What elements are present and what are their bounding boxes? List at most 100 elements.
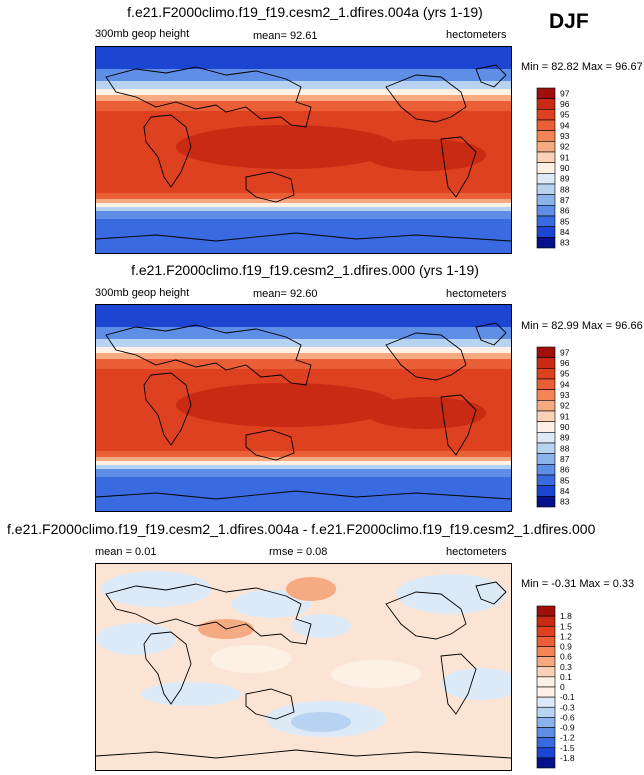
panel3-colorbar-label: 0.3 <box>560 662 572 672</box>
panel3-colorbar-box <box>536 636 556 647</box>
panel1-colorbar-box <box>536 109 556 121</box>
panel3-pos-region <box>286 577 336 601</box>
panel1-colorbar-box <box>536 119 556 131</box>
panel2-colorbar-label: 96 <box>560 358 570 368</box>
panel1-colorbar-box <box>536 215 556 227</box>
panel3-title: f.e21.F2000climo.f19_f19.cesm2_1.dfires.… <box>7 521 596 537</box>
panel1-colorbar-label: 91 <box>560 152 570 162</box>
panel3-australia-outline <box>245 688 295 720</box>
panel2-band <box>96 469 511 477</box>
panel3-mean: mean = 0.01 <box>95 546 157 558</box>
panel2-colorbar-box <box>536 368 556 380</box>
panel3-neg-region <box>96 623 176 655</box>
panel3-colorbar-label: 1.5 <box>560 621 572 631</box>
panel3-colorbar-box <box>536 605 556 617</box>
panel1-colorbar-box <box>536 226 556 238</box>
panel3-colorbar-box <box>536 646 556 657</box>
panel3-colorbar-label: 1.8 <box>560 611 572 621</box>
panel2-band <box>96 353 511 361</box>
panel1-colorbar-box <box>536 162 556 174</box>
panel3-antarctica-outline <box>96 749 511 759</box>
panel1-map-svg <box>96 47 511 253</box>
panel1-band <box>96 69 511 83</box>
panel1-band <box>96 89 511 97</box>
panel3-colorbar-label: -0.6 <box>560 712 575 722</box>
panel1-band <box>96 193 511 201</box>
panel1-colorbar-box <box>536 183 556 195</box>
panel3-map-svg <box>96 564 511 770</box>
panel2-mean: mean= 92.60 <box>253 288 318 300</box>
panel2-colorbar-box <box>536 346 556 358</box>
panel1-colorbar-label: 97 <box>560 88 570 98</box>
panel2-band <box>96 347 511 355</box>
panel3-greenland-outline <box>475 581 507 605</box>
panel3-colorbar: 1.81.51.20.90.60.30.10-0.1-0.3-0.6-0.9-1… <box>536 605 575 769</box>
panel1-band <box>96 207 511 213</box>
panel2-colorbar-label: 86 <box>560 465 570 475</box>
panel3-colorbar-label: 0.6 <box>560 652 572 662</box>
panel1-colorbar-label: 84 <box>560 227 570 237</box>
panel3-colorbar-box <box>536 727 556 738</box>
panel2-colorbar-box <box>536 496 556 508</box>
panel2-colorbar-label: 92 <box>560 401 570 411</box>
panel1-colorbar-box <box>536 237 556 249</box>
panel2-minmax: Min = 82.99 Max = 96.66 <box>521 320 643 332</box>
panel3-neg-region <box>291 614 351 638</box>
panel3-colorbar-box <box>536 747 556 759</box>
panel3-colorbar-label: 0.9 <box>560 642 572 652</box>
panel2-africa-outline <box>143 372 192 446</box>
panel1-colorbar-box <box>536 130 556 142</box>
panel1-northamerica-outline <box>385 74 467 123</box>
panel3-neg-region <box>441 668 511 700</box>
panel1-colorbar-label: 86 <box>560 206 570 216</box>
panel1-coastlines <box>96 64 511 242</box>
panel2-eurasia-outline <box>105 324 312 386</box>
panel1-title: f.e21.F2000climo.f19_f19.cesm2_1.dfires.… <box>127 4 483 20</box>
panel3-neutral-region <box>211 645 291 673</box>
panel2-band <box>96 461 511 467</box>
panel2-colorbar-box <box>536 389 556 401</box>
panel1-eurasia-outline <box>105 66 312 128</box>
panel3-neg-core <box>291 712 351 732</box>
panel1-colorbar-label: 88 <box>560 184 570 194</box>
panel3-colorbar-label: -0.9 <box>560 723 575 733</box>
panel2-colorbar-label: 93 <box>560 390 570 400</box>
panel3-neg-region <box>231 590 311 618</box>
panel1-minmax: Min = 82.82 Max = 96.67 <box>521 61 643 73</box>
panel3-minmax: Min = -0.31 Max = 0.33 <box>521 578 635 590</box>
panel3-colorbar-label: 0.1 <box>560 672 572 682</box>
panel3-neg-region <box>396 574 506 614</box>
panel1-colorbar-box <box>536 151 556 163</box>
panel2-colorbar-box <box>536 421 556 433</box>
panel2-warm-core <box>366 397 486 429</box>
panel1-colorbar-box <box>536 173 556 185</box>
panel1-greenland-outline <box>475 64 507 88</box>
panel3-colorbar-box <box>536 706 556 718</box>
panel2-colorbar-box <box>536 464 556 476</box>
panel2-map-svg <box>96 305 511 511</box>
panel3-africa-outline <box>143 631 192 705</box>
panel2-colorbar-box <box>536 474 556 486</box>
panel1-australia-outline <box>245 171 295 203</box>
panel2-colorbar-label: 95 <box>560 369 570 379</box>
season-label: DJF <box>549 10 589 33</box>
panel2-colorbar-box <box>536 432 556 444</box>
panel2-band <box>96 339 511 349</box>
panel2-colorbar-box <box>536 442 556 454</box>
panel2-australia-outline <box>245 429 295 461</box>
panel3-colorbar-box <box>536 717 556 728</box>
panel2-colorbar-box <box>536 378 556 390</box>
panel1-colorbar-box <box>536 87 556 99</box>
panel1-colorbar-label: 90 <box>560 163 570 173</box>
panel1-band <box>96 211 511 219</box>
panel2-antarctica-outline <box>96 490 511 500</box>
panel3-colorbar-box <box>536 666 556 678</box>
panel1-mean: mean= 92.61 <box>253 30 318 42</box>
panel2-colorbar-label: 85 <box>560 475 570 485</box>
panel3-rmse: rmse = 0.08 <box>269 546 328 558</box>
panel2-coastlines <box>96 322 511 500</box>
panel1-colorbar-label: 85 <box>560 216 570 226</box>
panel1-warm-core <box>366 139 486 171</box>
panel1-band-north <box>96 47 511 69</box>
panel1-variable: 300mb geop height <box>95 28 190 40</box>
